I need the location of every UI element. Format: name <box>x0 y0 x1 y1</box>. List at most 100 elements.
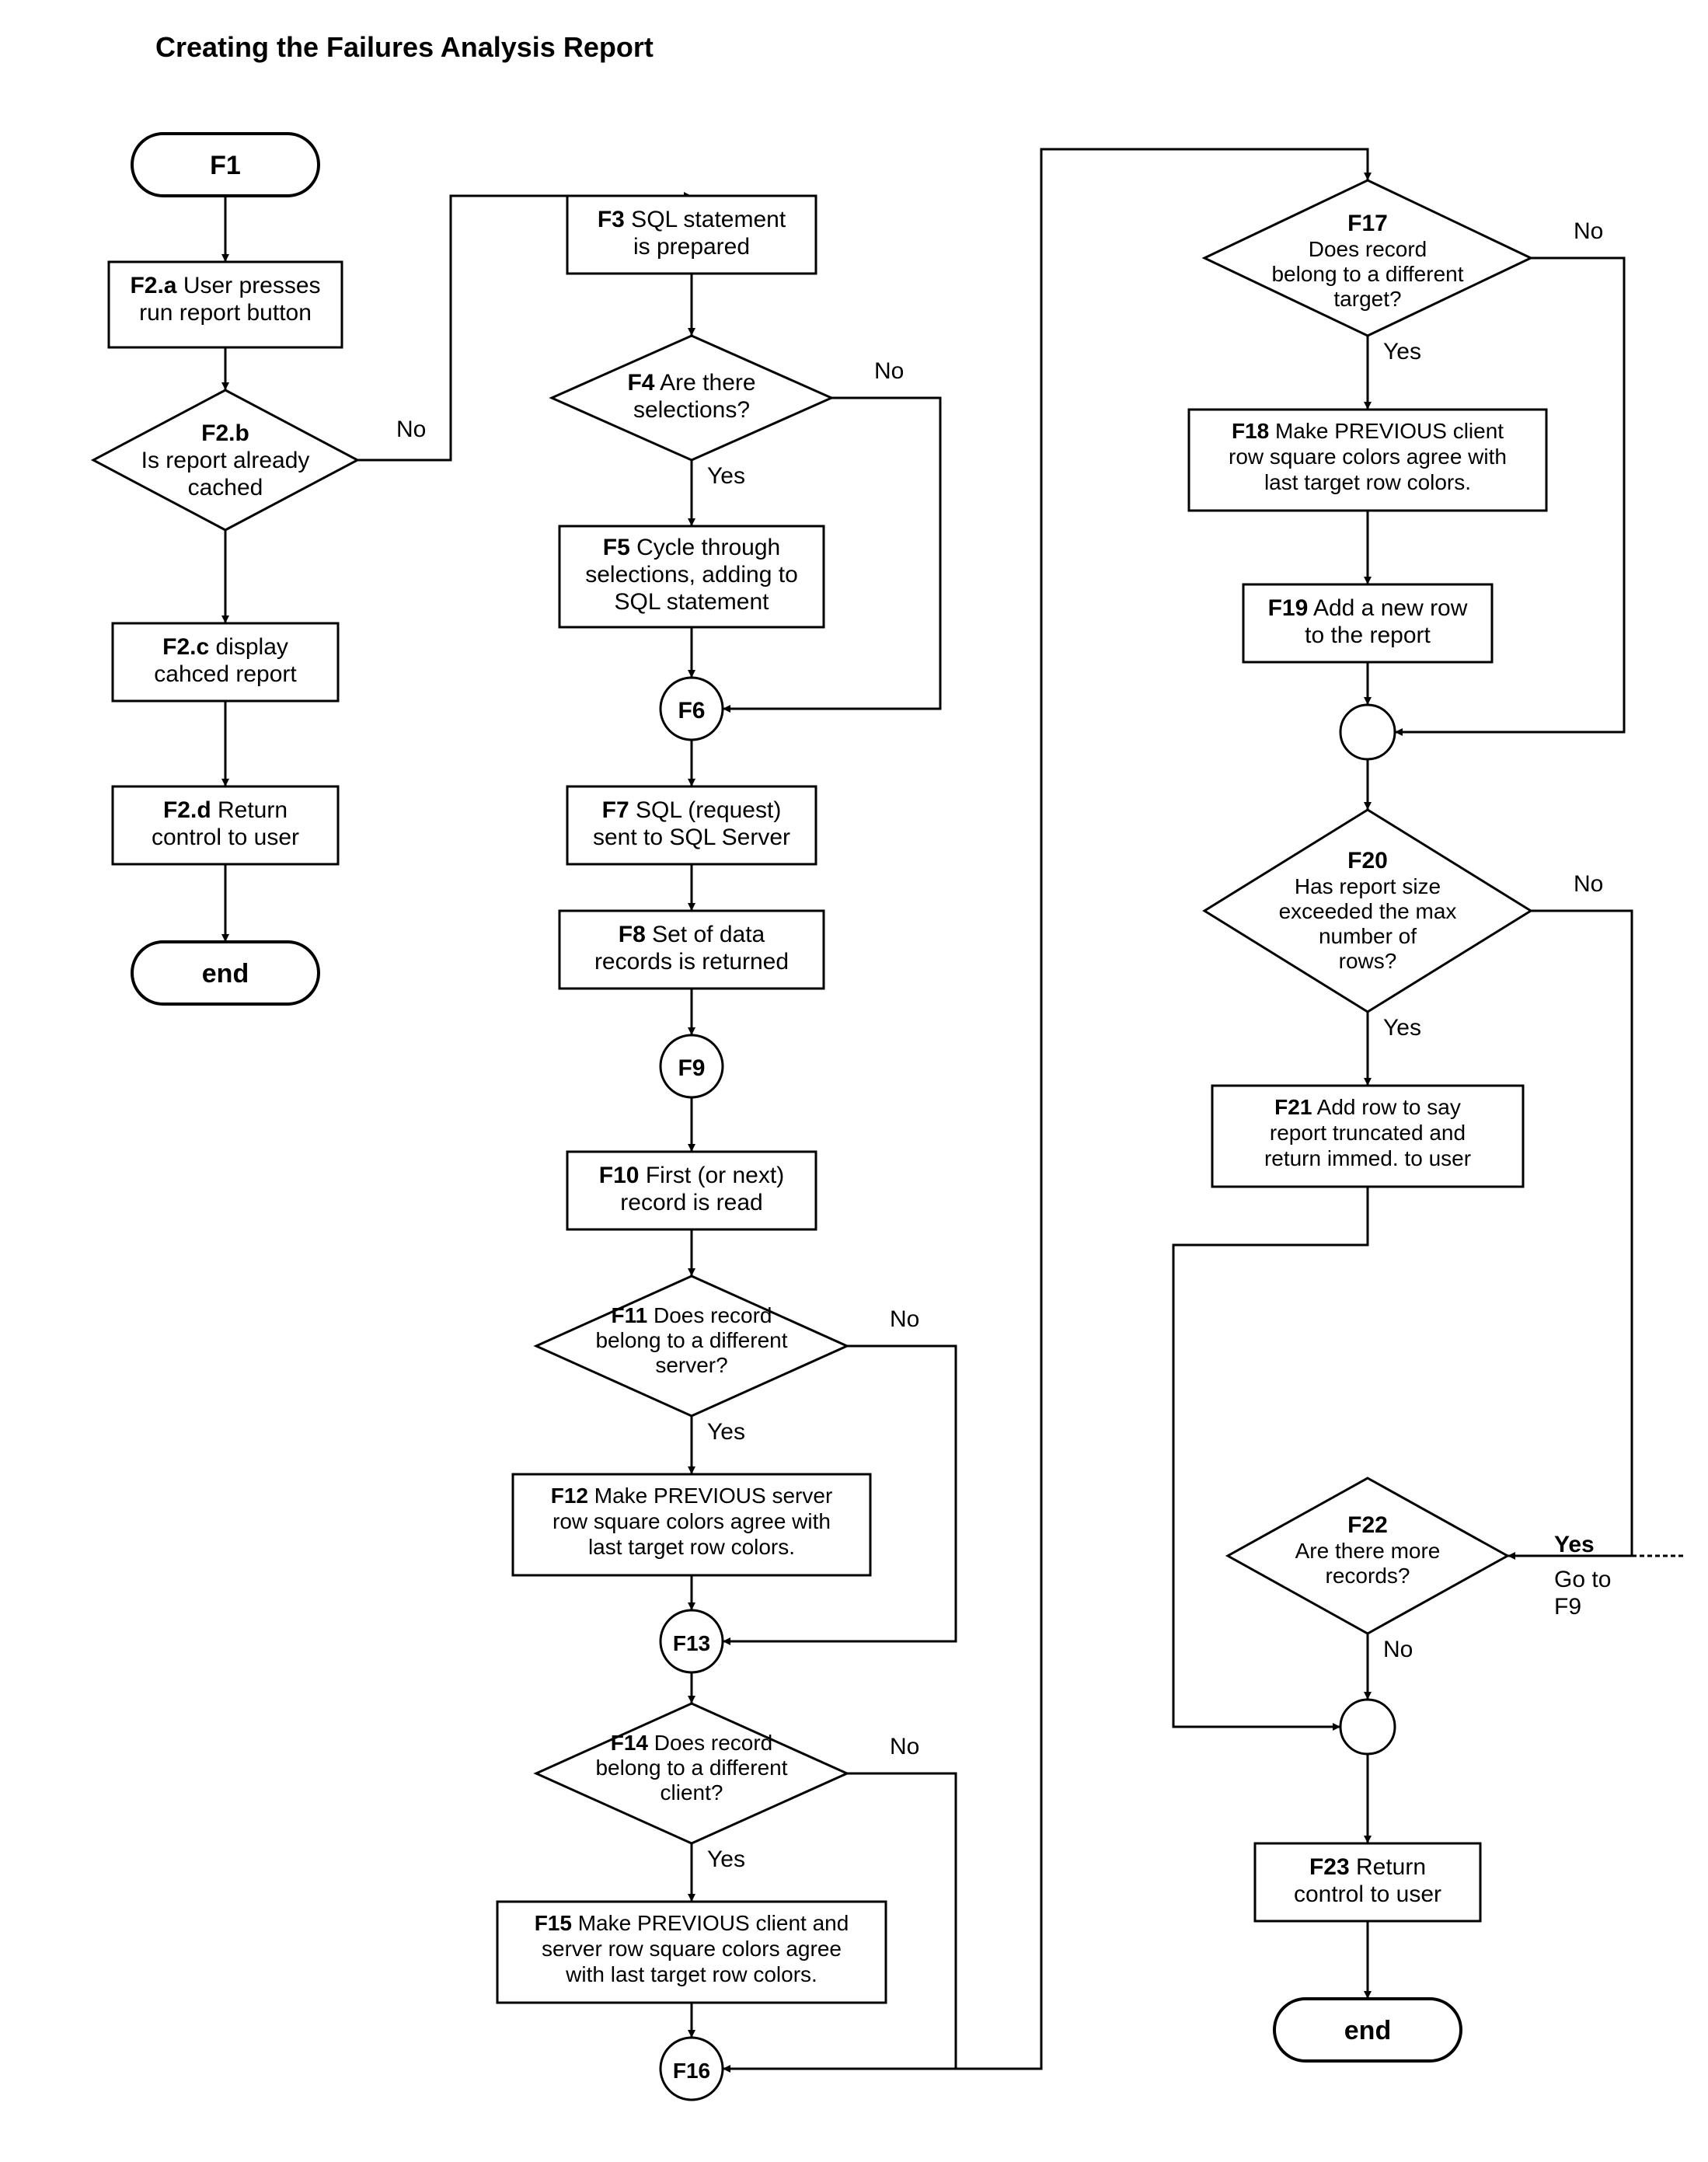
svg-text:F3 SQL statement: F3 SQL statement <box>598 207 786 232</box>
svg-text:F8 Set of data: F8 Set of data <box>619 922 765 947</box>
svg-text:F15 Make PREVIOUS client and: F15 Make PREVIOUS client and <box>535 1911 849 1935</box>
svg-text:belong to a different: belong to a different <box>595 1756 787 1780</box>
node-f22: F22 Are there more records? <box>1228 1478 1508 1634</box>
svg-text:last target row colors.: last target row colors. <box>1264 470 1471 494</box>
svg-text:end: end <box>202 959 249 989</box>
node-f10: F10 First (or next) record is read <box>567 1152 816 1229</box>
svg-text:records?: records? <box>1326 1564 1410 1588</box>
node-f2a: F2.a User presses run report button <box>109 262 342 347</box>
label-yes: Yes <box>1383 1015 1421 1041</box>
label-goto: Go to <box>1554 1567 1611 1592</box>
label-yes: Yes <box>707 1846 745 1872</box>
node-end2: end <box>1274 1999 1461 2061</box>
svg-text:record is read: record is read <box>620 1190 762 1215</box>
svg-text:server row square colors agree: server row square colors agree <box>542 1937 842 1961</box>
svg-text:is prepared: is prepared <box>633 234 750 260</box>
svg-text:rows?: rows? <box>1339 949 1397 973</box>
svg-text:cached: cached <box>188 475 263 500</box>
label-no: No <box>890 1306 919 1332</box>
node-f15: F15 Make PREVIOUS client and server row … <box>497 1902 886 2003</box>
svg-text:F18 Make PREVIOUS client: F18 Make PREVIOUS client <box>1232 419 1504 443</box>
svg-text:selections?: selections? <box>633 397 750 423</box>
svg-text:F21 Add row to say: F21 Add row to say <box>1274 1095 1461 1119</box>
svg-text:row square colors agree with: row square colors agree with <box>552 1509 831 1533</box>
label-no: No <box>874 358 904 384</box>
svg-text:F12 Make PREVIOUS server: F12 Make PREVIOUS server <box>551 1484 833 1508</box>
svg-text:with last target row colors.: with last target row colors. <box>565 1962 817 1986</box>
svg-text:sent to SQL Server: sent to SQL Server <box>593 825 790 850</box>
svg-text:F9: F9 <box>678 1055 705 1081</box>
svg-text:SQL statement: SQL statement <box>615 589 770 615</box>
svg-text:F2.d Return: F2.d Return <box>163 797 288 823</box>
svg-text:end: end <box>1344 2016 1391 2045</box>
page-title: Creating the Failures Analysis Report <box>155 31 1677 64</box>
node-f7: F7 SQL (request) sent to SQL Server <box>567 786 816 864</box>
svg-text:F5 Cycle through: F5 Cycle through <box>603 535 780 560</box>
node-f1: F1 <box>132 134 319 196</box>
svg-text:selections, adding to: selections, adding to <box>585 562 798 588</box>
node-f3: F3 SQL statement is prepared <box>567 196 816 274</box>
node-f4: F4 Are there selections? <box>552 336 831 460</box>
svg-text:belong to a different: belong to a different <box>1271 262 1463 286</box>
svg-text:return immed. to user: return immed. to user <box>1264 1146 1471 1170</box>
svg-text:control to user: control to user <box>152 825 299 850</box>
svg-text:F19 Add a new row: F19 Add a new row <box>1268 595 1468 621</box>
node-f6: F6 <box>661 678 723 740</box>
label-no: No <box>890 1734 919 1759</box>
svg-text:F23 Return: F23 Return <box>1309 1854 1426 1880</box>
label-no: No <box>1574 218 1603 244</box>
svg-text:Is report already: Is report already <box>141 448 310 473</box>
node-f14: F14 Does record belong to a different cl… <box>536 1703 847 1843</box>
svg-text:Does record: Does record <box>1309 237 1427 261</box>
node-f18: F18 Make PREVIOUS client row square colo… <box>1189 410 1546 511</box>
svg-text:records is returned: records is returned <box>594 949 789 975</box>
svg-text:F2.b: F2.b <box>201 420 249 446</box>
node-f20: F20 Has report size exceeded the max num… <box>1204 810 1531 1012</box>
svg-text:to the report: to the report <box>1305 622 1431 648</box>
svg-text:F17: F17 <box>1347 211 1388 236</box>
node-f2c: F2.c display cahced report <box>113 623 338 701</box>
node-f5: F5 Cycle through selections, adding to S… <box>559 526 824 627</box>
node-f23: F23 Return control to user <box>1255 1843 1480 1921</box>
svg-text:Has report size: Has report size <box>1295 874 1441 898</box>
svg-text:row square colors agree with: row square colors agree with <box>1229 445 1507 469</box>
label-no: No <box>396 417 426 442</box>
svg-text:F7 SQL (request): F7 SQL (request) <box>602 797 782 823</box>
svg-text:last target row colors.: last target row colors. <box>588 1535 795 1559</box>
node-f13: F13 <box>661 1610 723 1672</box>
svg-text:F13: F13 <box>673 1631 710 1655</box>
label-yes: Yes <box>707 463 745 489</box>
svg-text:F4 Are there: F4 Are there <box>627 370 755 396</box>
svg-text:F1: F1 <box>210 151 241 180</box>
label-no: No <box>1574 871 1603 897</box>
svg-text:F22: F22 <box>1347 1512 1388 1538</box>
node-f9: F9 <box>661 1035 723 1097</box>
flowchart-canvas: F1 F2.a User presses run report button F… <box>31 79 1708 2131</box>
svg-text:F2.c display: F2.c display <box>162 634 288 660</box>
node-f19: F19 Add a new row to the report <box>1243 584 1492 662</box>
label-no: No <box>1383 1637 1413 1662</box>
svg-text:Are there more: Are there more <box>1295 1539 1441 1563</box>
node-f8: F8 Set of data records is returned <box>559 911 824 989</box>
svg-text:F11 Does record: F11 Does record <box>612 1303 772 1327</box>
svg-text:client?: client? <box>661 1780 723 1805</box>
svg-text:F6: F6 <box>678 698 705 724</box>
node-j19 <box>1340 705 1395 759</box>
svg-text:control to user: control to user <box>1294 1881 1441 1907</box>
svg-text:belong to a different: belong to a different <box>595 1328 787 1352</box>
label-yes: Yes <box>707 1419 745 1445</box>
svg-text:F10 First (or next): F10 First (or next) <box>599 1163 784 1188</box>
node-f2b: F2.b Is report already cached <box>93 390 357 530</box>
label-goto-f9: F9 <box>1554 1594 1581 1620</box>
svg-text:server?: server? <box>655 1353 727 1377</box>
svg-text:exceeded the max: exceeded the max <box>1279 899 1457 923</box>
node-f16: F16 <box>661 2038 723 2100</box>
node-f2d: F2.d Return control to user <box>113 786 338 864</box>
label-yes: Yes <box>1554 1532 1595 1557</box>
node-f17: F17 Does record belong to a different ta… <box>1204 180 1531 336</box>
svg-text:cahced report: cahced report <box>154 661 297 687</box>
node-end1: end <box>132 942 319 1004</box>
label-yes: Yes <box>1383 339 1421 364</box>
node-f12: F12 Make PREVIOUS server row square colo… <box>513 1474 870 1575</box>
svg-text:number of: number of <box>1319 924 1417 948</box>
